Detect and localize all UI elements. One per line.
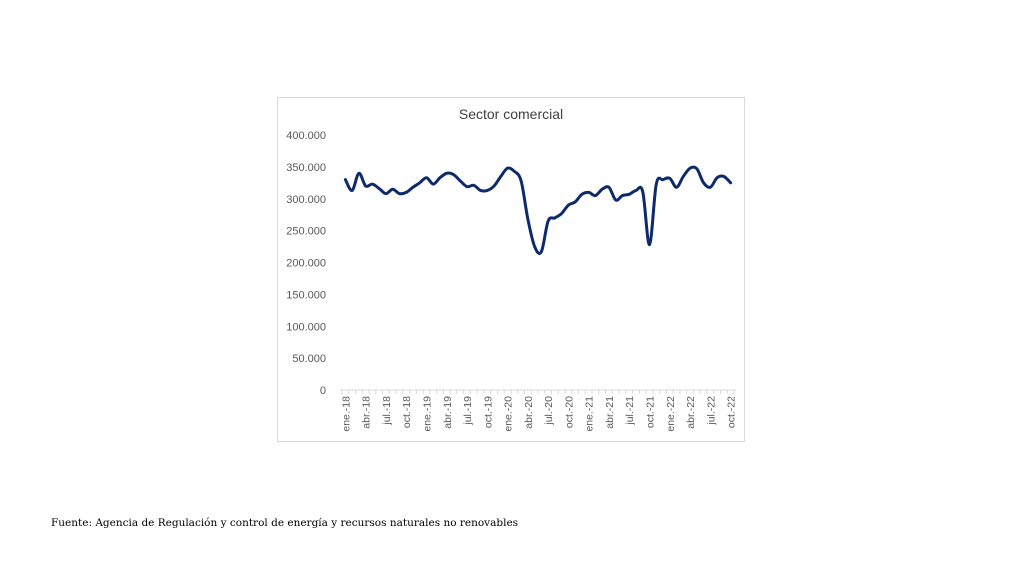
x-tick-label: ene.-18 [340,396,352,432]
x-tick-label: oct.-20 [563,396,575,428]
chart-title: Sector comercial [459,106,563,122]
x-tick-label: jul.-21 [624,396,636,426]
y-tick-label: 350.000 [286,162,326,174]
x-tick-label: abr.-18 [361,396,373,429]
x-tick-label: jul.-22 [705,396,717,426]
x-tick-label: oct.-22 [726,396,738,428]
y-tick-label: 0 [320,385,326,397]
chart-container: Sector comercial 0 50.000 100.000 150.000 20… [277,97,745,442]
x-tick-label: oct.-19 [482,396,494,428]
x-tick-label: ene.-22 [665,396,677,432]
x-axis: ene.-18 abr.-18 jul.-18 oct.-18 ene.-19 abr.-… [340,389,738,432]
line-chart: Sector comercial 0 50.000 100.000 150.000 20… [286,106,738,432]
y-tick-label: 250.000 [286,226,326,238]
series-layer [343,165,733,255]
series-line [343,165,733,255]
y-tick-label: 100.000 [286,321,326,333]
y-axis: 0 50.000 100.000 150.000 200.000 250.000 300.0… [286,130,326,397]
y-tick-label: 200.000 [286,258,326,270]
x-tick-label: abr.-19 [442,396,454,429]
x-tick-label: abr.-22 [685,396,697,429]
x-tick-label: jul.-18 [381,396,393,426]
source-note: Fuente: Agencia de Regulación y control … [51,517,519,529]
y-tick-label: 400.000 [286,130,326,142]
x-tick-label: jul.-20 [543,396,555,426]
x-tick-label: oct.-21 [645,396,657,428]
x-tick-label: jul.-19 [462,396,474,426]
x-tick-label: abr.-21 [604,396,616,429]
y-tick-label: 50.000 [292,353,326,365]
x-tick-label: ene.-21 [584,396,596,432]
x-tick-label: oct.-18 [401,396,413,428]
x-tick-label: abr.-20 [523,396,535,429]
x-tick-label: ene.-20 [503,396,515,432]
y-tick-label: 300.000 [286,194,326,206]
y-tick-label: 150.000 [286,289,326,301]
x-tick-label: ene.-19 [421,396,433,432]
